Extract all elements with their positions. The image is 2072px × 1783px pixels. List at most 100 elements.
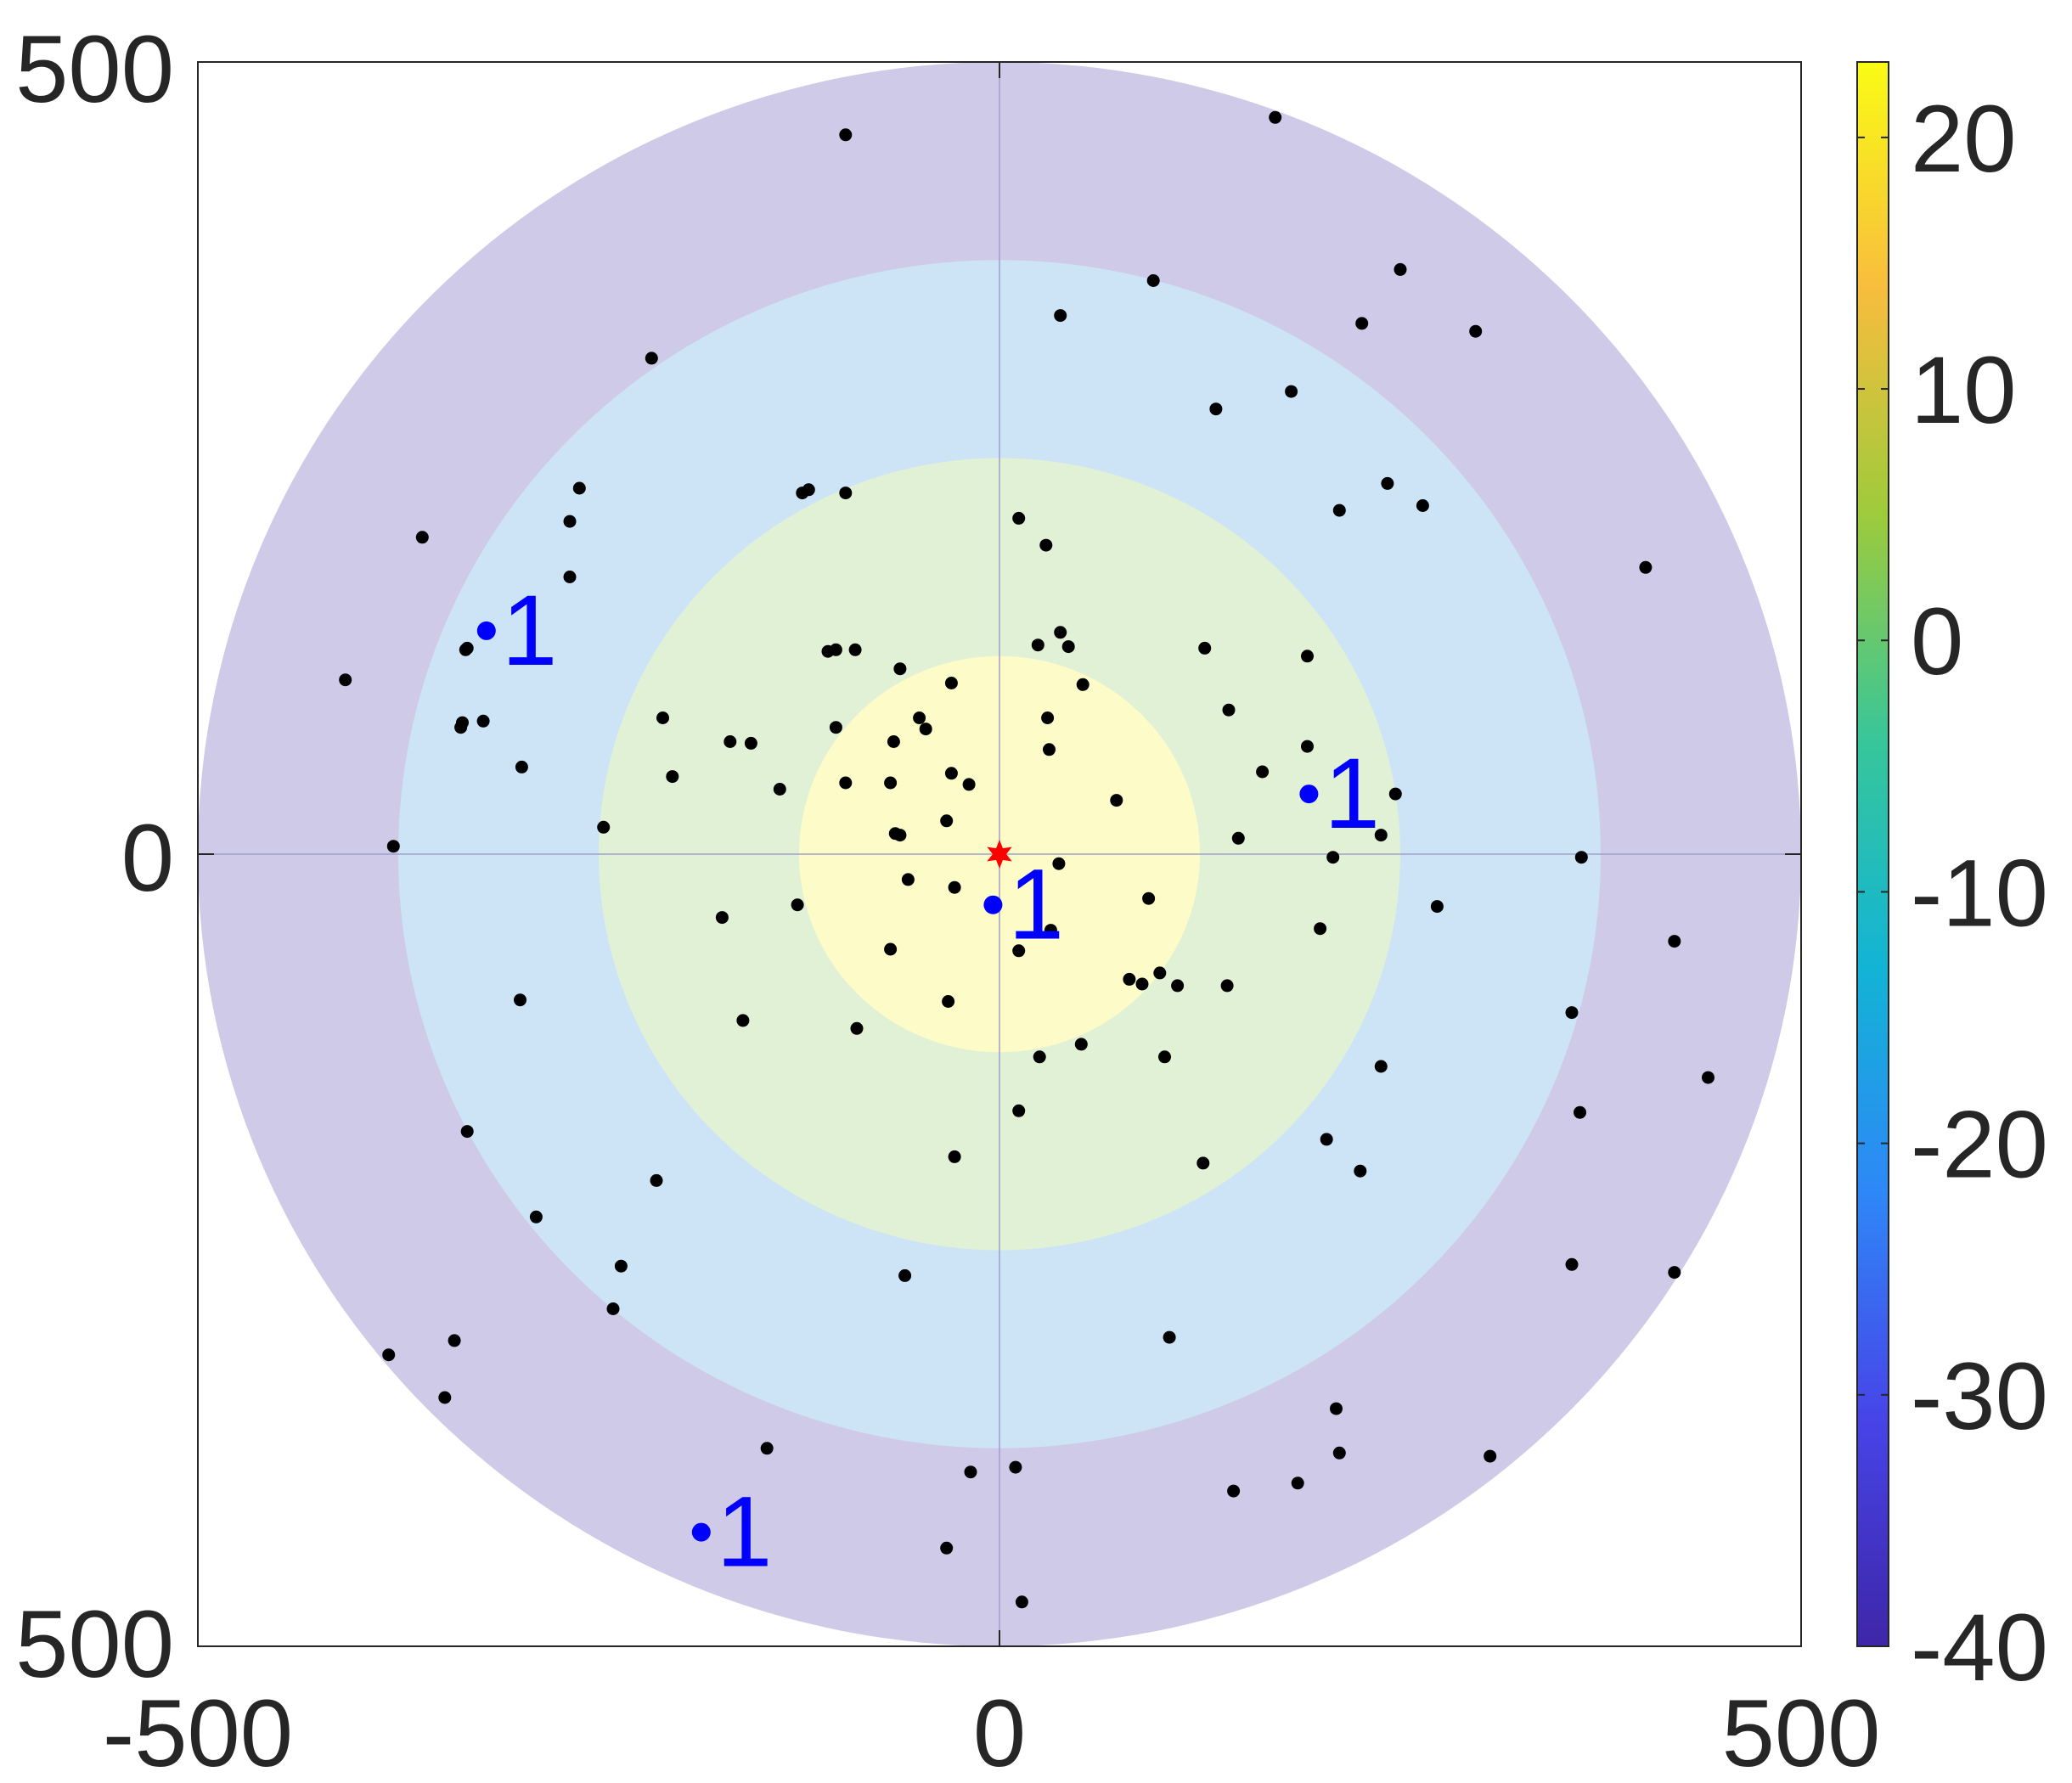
- data-point-13: [839, 487, 853, 500]
- data-point-23: [339, 673, 352, 687]
- labeled-point-2: [983, 895, 1003, 914]
- data-point-5: [645, 352, 658, 365]
- scatter-points: [339, 110, 1714, 1609]
- data-point-69: [1142, 892, 1156, 905]
- data-point-89: [850, 1021, 864, 1035]
- y-axis-tick-labels: 500 0 500: [15, 16, 174, 1697]
- data-point-14: [563, 515, 577, 528]
- data-point-85: [1153, 966, 1167, 980]
- data-point-31: [656, 712, 669, 724]
- data-point-107: [898, 1268, 912, 1282]
- data-point-54: [944, 767, 958, 780]
- colorbar-tick-label-1: 10: [1911, 337, 2017, 443]
- data-point-109: [1565, 1257, 1579, 1271]
- data-point-46: [1222, 703, 1236, 717]
- data-point-7: [1469, 324, 1483, 338]
- labeled-point-label-3: 1: [717, 1476, 773, 1589]
- x-tick-label-right: 500: [1722, 1680, 1881, 1783]
- data-point-33: [454, 721, 468, 734]
- data-point-79: [1430, 900, 1444, 914]
- labeled-point-label-1: 1: [1324, 738, 1380, 850]
- labeled-points: 1 1 1 1: [476, 575, 1380, 1589]
- data-point-61: [597, 820, 611, 834]
- data-point-118: [1227, 1484, 1241, 1498]
- data-point-44: [1076, 678, 1089, 691]
- data-point-12: [572, 481, 586, 495]
- data-point-55: [962, 778, 976, 791]
- data-point-103: [1354, 1164, 1367, 1178]
- data-point-122: [1484, 1449, 1497, 1463]
- data-point-1: [1269, 110, 1282, 124]
- data-point-6: [1355, 317, 1369, 330]
- data-point-30: [476, 714, 490, 728]
- labeled-point-0: [476, 621, 496, 640]
- data-point-101: [1196, 1156, 1210, 1170]
- data-point-66: [901, 873, 915, 886]
- data-point-78: [1012, 944, 1026, 958]
- data-point-42: [1054, 626, 1067, 639]
- data-point-25: [460, 641, 474, 655]
- data-point-72: [1374, 829, 1388, 842]
- data-point-0: [839, 128, 853, 142]
- data-point-38: [919, 723, 932, 736]
- data-point-117: [1009, 1460, 1022, 1474]
- data-point-17: [1416, 499, 1429, 512]
- data-point-50: [515, 760, 528, 773]
- data-point-73: [1574, 851, 1588, 864]
- data-point-56: [1041, 712, 1055, 724]
- data-point-18: [1381, 476, 1394, 490]
- x-tick-label-center: 0: [973, 1680, 1026, 1783]
- data-point-71: [1326, 851, 1340, 864]
- colorbar: 20 10 0 -10 -20 -30 -40: [1856, 61, 2048, 1701]
- data-point-49: [666, 770, 679, 784]
- data-point-81: [1668, 935, 1681, 948]
- data-point-115: [760, 1442, 774, 1455]
- data-point-106: [614, 1259, 628, 1273]
- data-point-52: [839, 776, 853, 790]
- data-point-92: [1074, 1038, 1088, 1051]
- data-point-8: [1285, 385, 1298, 398]
- data-point-84: [1171, 979, 1185, 993]
- colorbar-tick-label-5: -30: [1911, 1343, 2048, 1449]
- data-point-51: [773, 783, 786, 796]
- data-point-105: [529, 1210, 543, 1223]
- data-point-16: [1332, 503, 1346, 517]
- data-point-111: [382, 1348, 396, 1362]
- colorbar-tick-label-2: 0: [1911, 588, 1963, 695]
- data-point-57: [1043, 743, 1056, 757]
- colorbar-ticks: 20 10 0 -10 -20 -30 -40: [1857, 86, 2048, 1701]
- data-point-120: [1330, 1402, 1343, 1415]
- data-point-108: [606, 1302, 620, 1315]
- colorbar-tick-label-4: -20: [1911, 1092, 2048, 1198]
- data-point-11: [796, 487, 809, 500]
- labeled-point-3: [691, 1522, 711, 1542]
- data-point-21: [1012, 511, 1026, 525]
- data-point-9: [1209, 402, 1223, 416]
- data-point-36: [829, 721, 842, 734]
- data-point-124: [1015, 1595, 1028, 1609]
- y-tick-label-center: 0: [121, 805, 174, 911]
- colorbar-gradient: [1857, 62, 1889, 1646]
- data-point-93: [1158, 1050, 1171, 1064]
- data-point-45: [1198, 641, 1212, 655]
- data-point-112: [448, 1334, 461, 1347]
- data-point-97: [460, 1125, 474, 1139]
- data-point-35: [744, 736, 757, 750]
- data-point-119: [1291, 1476, 1304, 1490]
- colorbar-tick-label-0: 20: [1911, 86, 2017, 192]
- data-point-87: [514, 993, 526, 1007]
- data-point-58: [1110, 794, 1123, 807]
- axis-ticks: [198, 62, 1801, 1646]
- data-point-64: [893, 829, 907, 842]
- data-point-113: [1163, 1330, 1176, 1344]
- colorbar-frame: [1856, 61, 1889, 1647]
- x-tick-label-left: -500: [103, 1680, 293, 1783]
- labeled-point-label-2: 1: [1008, 849, 1064, 961]
- data-point-4: [1054, 309, 1067, 323]
- y-tick-label-top: 500: [15, 16, 174, 122]
- colorbar-tick-label-6: -40: [1911, 1595, 2048, 1701]
- data-point-26: [848, 643, 862, 656]
- labeled-point-label-0: 1: [502, 575, 558, 687]
- data-point-96: [1702, 1071, 1714, 1084]
- labeled-point-1: [1299, 785, 1319, 804]
